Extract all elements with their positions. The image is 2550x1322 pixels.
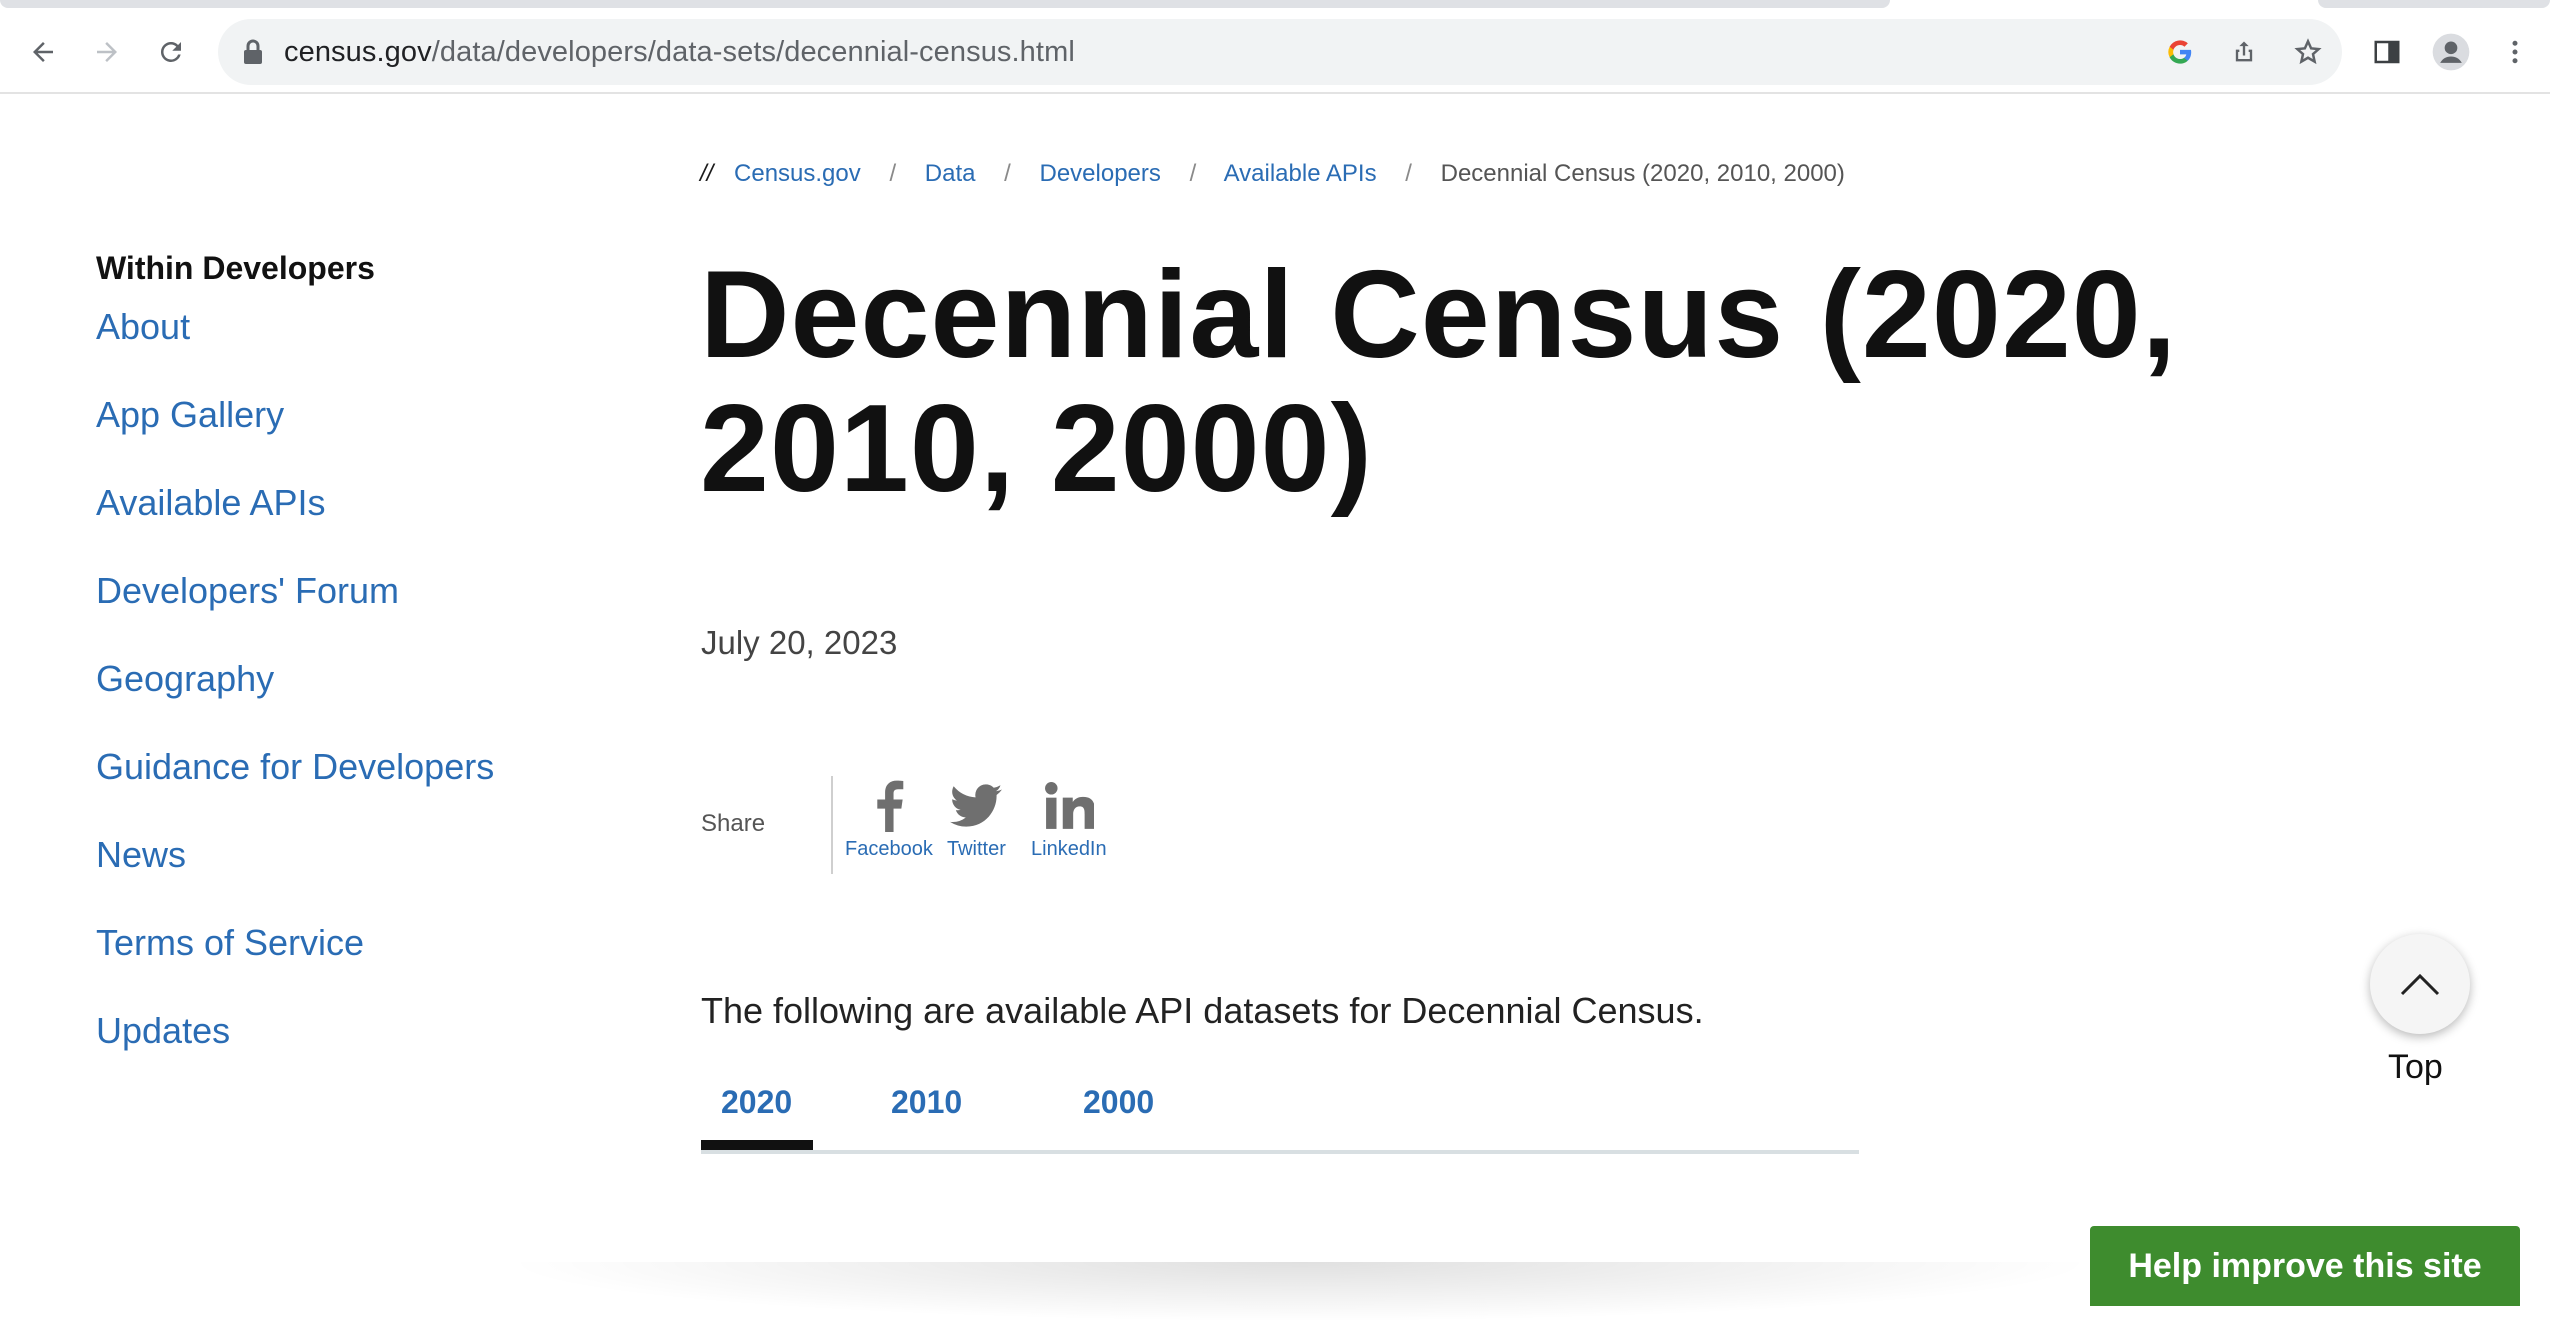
year-tabs: 2020 2010 2000: [701, 1078, 1859, 1154]
arrow-right-icon: [97, 42, 117, 62]
breadcrumb: // Census.gov / Data / Developers / Avai…: [700, 160, 1845, 188]
share-icon[interactable]: [2226, 34, 2262, 70]
share-divider: [831, 776, 833, 874]
browser-menu-button[interactable]: [2490, 27, 2540, 77]
twitter-icon: [950, 784, 1003, 827]
back-to-top-button[interactable]: [2370, 934, 2470, 1034]
address-bar[interactable]: census.gov/data/developers/data-sets/dec…: [218, 19, 2342, 85]
breadcrumb-separator: /: [1405, 160, 1412, 187]
google-g-icon[interactable]: [2162, 34, 2198, 70]
share-label: Share: [701, 810, 766, 837]
breadcrumb-separator: /: [889, 160, 897, 187]
sidebar-nav: Within Developers About App Gallery Avai…: [96, 250, 596, 1097]
chevron-up-icon: [2400, 973, 2440, 996]
reload-button[interactable]: [146, 27, 196, 77]
sidebar-item-app-gallery[interactable]: App Gallery: [96, 394, 285, 435]
tab-2020[interactable]: 2020: [721, 1084, 793, 1120]
tab-2000[interactable]: 2000: [1083, 1084, 1155, 1120]
share-block: Share Facebook Twitter LinkedIn: [701, 776, 1121, 874]
tab-2010[interactable]: 2010: [891, 1084, 963, 1120]
active-tab-indicator: [701, 1140, 813, 1150]
sidebar-item-terms-of-service[interactable]: Terms of Service: [96, 922, 365, 963]
tab-strip: [0, 0, 2550, 12]
share-linkedin-button[interactable]: LinkedIn: [1031, 780, 1107, 861]
sidebar-item-developers-forum[interactable]: Developers' Forum: [96, 570, 399, 611]
sidebar-item-about[interactable]: About: [96, 306, 191, 347]
page-title: Decennial Census (2020, 2010, 2000): [700, 246, 2178, 518]
facebook-icon: [877, 780, 904, 832]
breadcrumb-link-available-apis[interactable]: Available APIs: [1223, 160, 1377, 187]
breadcrumb-link-developers[interactable]: Developers: [1039, 160, 1161, 187]
arrow-left-icon: [33, 42, 53, 62]
forward-button[interactable]: [82, 27, 132, 77]
share-twitter-button[interactable]: Twitter: [947, 780, 1006, 861]
reload-icon: [160, 41, 181, 62]
breadcrumb-prefix: //: [700, 160, 714, 187]
profile-button[interactable]: [2426, 27, 2476, 77]
back-to-top-label[interactable]: Top: [2388, 1048, 2443, 1086]
lock-icon: [244, 39, 262, 64]
feedback-button[interactable]: Help improve this site: [2090, 1226, 2520, 1306]
sidebar-item-updates[interactable]: Updates: [96, 1010, 231, 1051]
share-facebook-label: Facebook: [845, 838, 933, 860]
breadcrumb-link-data[interactable]: Data: [924, 160, 976, 187]
kebab-menu-icon: [2512, 40, 2518, 64]
star-icon[interactable]: [2290, 34, 2326, 70]
back-button[interactable]: [18, 27, 68, 77]
sidebar-heading: Within Developers: [96, 250, 375, 286]
breadcrumb-current: Decennial Census (2020, 2010, 2000): [1440, 160, 1845, 187]
side-panel-button[interactable]: [2362, 27, 2412, 77]
profile-icon: [2432, 33, 2470, 71]
share-facebook-button[interactable]: Facebook: [845, 780, 933, 861]
share-twitter-label: Twitter: [947, 838, 1006, 860]
breadcrumb-separator: /: [1004, 160, 1011, 187]
tab-strip-segment: [0, 0, 1890, 8]
datasets-intro: The following are available API datasets…: [701, 990, 1704, 1031]
sidebar-item-guidance-for-developers[interactable]: Guidance for Developers: [96, 746, 495, 787]
sidebar-list: About App Gallery Available APIs Develop…: [96, 305, 596, 1097]
sidebar-item-news[interactable]: News: [96, 834, 187, 875]
content-shadow: [500, 1262, 2100, 1322]
url-text: census.gov/data/developers/data-sets/dec…: [284, 36, 1075, 68]
linkedin-icon: [1044, 782, 1094, 829]
breadcrumb-separator: /: [1189, 160, 1197, 187]
sidebar-item-available-apis[interactable]: Available APIs: [96, 482, 326, 523]
sidebar-item-geography[interactable]: Geography: [96, 658, 275, 699]
breadcrumb-link-census-gov[interactable]: Census.gov: [734, 160, 861, 187]
browser-toolbar: census.gov/data/developers/data-sets/dec…: [0, 12, 2550, 94]
share-linkedin-label: LinkedIn: [1031, 838, 1107, 860]
publish-date: July 20, 2023: [701, 624, 898, 661]
side-panel-icon: [2374, 40, 2400, 64]
tab-strip-segment: [2318, 0, 2550, 8]
